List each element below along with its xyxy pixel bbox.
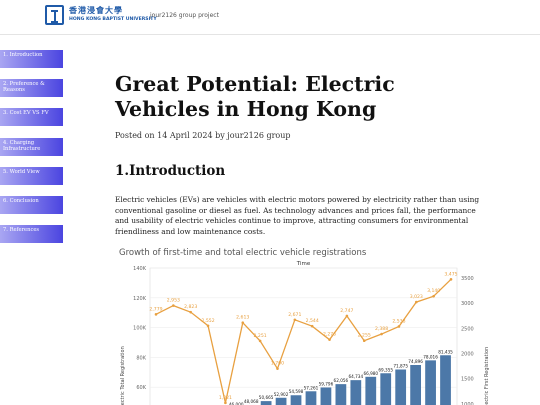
y2-tick-label: 2500 [461,326,474,332]
y2-tick-label: 3500 [461,276,474,282]
page-title: Great Potential: Electric Vehicles in Ho… [115,72,395,121]
line-value-label: 2,779 [149,306,162,312]
site-header: 香港浸會大學 HONG KONG BAPTIST UNIVERSITY jour… [0,0,540,35]
chart-caption: Growth of first-time and total electric … [119,248,367,258]
line-value-label: 1,021 [219,395,232,401]
bar-value-label: 81,435 [438,349,453,354]
line-value-label: 2,823 [184,304,197,310]
bar-value-label: 46,000 [229,402,244,405]
y2-tick-label: 1000 [461,402,474,405]
y-tick-label: 100K [133,326,147,332]
registrations-chart: Time 140K 120K 100K 80K 60K 3500 3000 2500 2000 15… [120,261,490,405]
section-heading: 1.Introduction [115,163,226,179]
line-point [328,338,331,341]
bar-value-label: 50,665 [259,395,274,400]
line-value-label: 3,140 [427,288,440,294]
line-value-label: 2,671 [288,312,301,318]
nav-item-cost[interactable]: 3. Cost EV VS FV [0,108,63,126]
logo-english-name: HONG KONG BAPTIST UNIVERSITY [69,17,157,22]
bar-value-label: 57,261 [304,385,319,390]
line-value-label: 2,544 [306,318,319,324]
line-point [276,367,279,370]
university-logo[interactable]: 香港浸會大學 HONG KONG BAPTIST UNIVERSITY [45,5,157,27]
line-point [258,339,262,343]
bar [440,355,451,405]
logo-chinese-name: 香港浸會大學 [69,6,123,15]
y-axis-title: Electric Total Registration [120,346,126,405]
line-value-label: 1,700 [271,361,284,367]
y2-tick-label: 3000 [461,301,474,307]
nav-item-charging-infrastructure[interactable]: 4. Charging Infrastructure [0,138,63,156]
bar-value-label: 52,902 [274,392,289,397]
line-point [172,304,175,307]
line-value-label: 2,552 [201,318,214,324]
y2-tick-label: 2000 [461,352,474,358]
bar-value-label: 74,896 [408,359,423,364]
bar [350,380,362,405]
nav-item-references[interactable]: 7. References [0,225,63,243]
bar [260,401,272,405]
line-point [154,313,158,316]
bar-value-label: 64,734 [348,374,363,379]
bar-value-label: 54,598 [289,389,304,394]
bar [410,365,422,405]
line-point [362,339,366,343]
line-point [241,321,245,325]
bar [290,395,302,405]
bar-value-label: 78,016 [423,354,438,359]
y-tick-label: 80K [136,355,146,361]
university-crest-icon [45,5,64,25]
bar-value-label: 48,068 [244,399,259,404]
line-value-label: 2,747 [340,308,353,314]
line-value-label: 2,388 [375,326,388,332]
bar-value-label: 59,796 [319,382,334,387]
nav-item-conclusion[interactable]: 6. Conclusion [0,196,63,214]
line-point [380,332,383,336]
chart-title: Time [296,261,311,267]
bar-value-label: 66,980 [363,371,378,376]
line-point [345,314,349,318]
site-name[interactable]: jour2126 group project [150,12,219,19]
nav-item-introduction[interactable]: 1. Introduction [0,50,63,68]
bar-value-label: 62,056 [334,378,349,383]
bar [305,391,317,405]
bar [425,360,436,405]
post-meta: Posted on 14 April 2024 by jour2126 grou… [115,131,291,140]
line-value-label: 2,953 [167,298,180,304]
line-point [224,401,227,405]
line-point [432,294,435,298]
line-value-label: 2,251 [254,333,267,339]
line-point [414,300,418,304]
line-value-label: 2,255 [358,333,371,339]
y2-tick-label: 1500 [461,377,474,383]
line-point [189,310,193,314]
y2-axis-title: Electric First Registration [484,347,490,405]
bar-value-label: 69,355 [378,367,393,372]
nav-item-world-view[interactable]: 5. World View [0,167,63,185]
line-value-label: 2,276 [323,332,336,338]
line-series [155,278,452,403]
bar [335,384,347,405]
line-point [449,278,453,281]
bar [320,387,332,405]
bar-value-label: 71,875 [393,364,408,369]
intro-paragraph: Electric vehicles (EVs) are vehicles wit… [115,195,480,236]
line-value-label: 3,023 [410,294,423,300]
y-tick-label: 60K [136,385,146,391]
line-point [397,325,401,328]
line-value-label: 3,475 [444,271,457,277]
bar [365,376,377,405]
line-point [206,324,210,328]
bar [275,397,287,405]
nav-item-preference-reasons[interactable]: 2. Preference & Reasons [0,79,63,97]
bar [380,373,392,405]
bar [395,369,407,405]
y-tick-label: 140K [133,266,147,272]
line-value-label: 2,538 [392,318,405,324]
line-point [310,324,314,328]
line-point [293,318,297,322]
line-value-label: 2,613 [236,315,249,321]
y-tick-label: 120K [133,296,147,302]
